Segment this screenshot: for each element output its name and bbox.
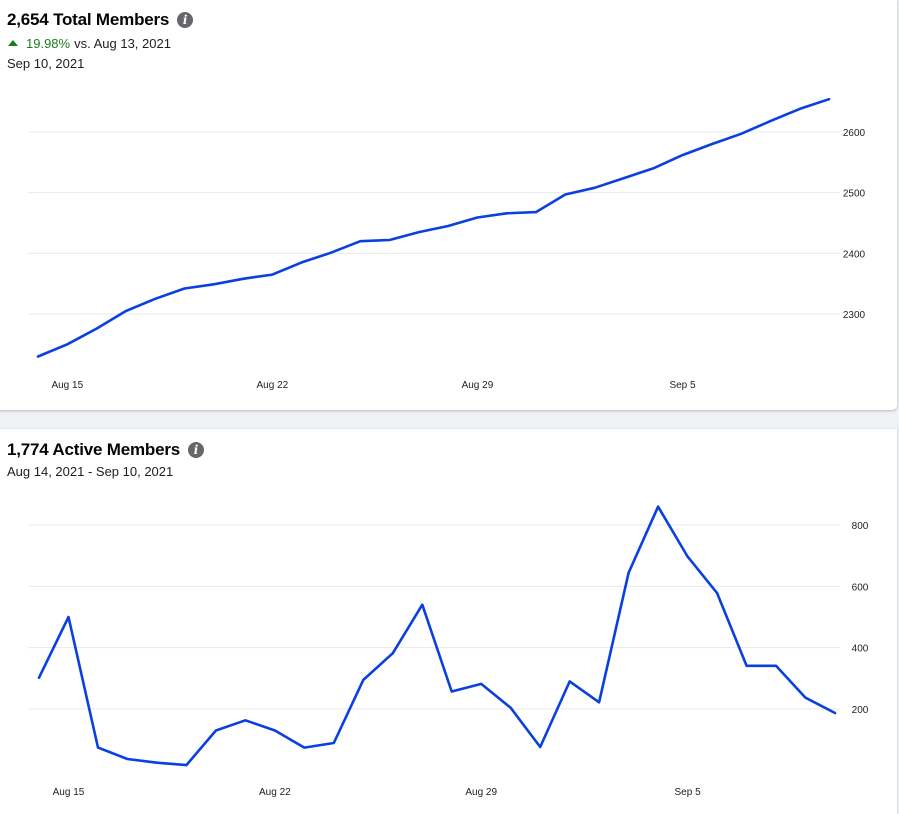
data-point[interactable] bbox=[648, 163, 658, 173]
data-point[interactable] bbox=[624, 568, 634, 578]
data-point[interactable] bbox=[355, 236, 365, 246]
active-members-title: 1,774 Active Members bbox=[7, 440, 181, 459]
data-point[interactable] bbox=[476, 679, 486, 689]
info-icon[interactable]: i bbox=[188, 442, 205, 458]
x-tick-label: Aug 29 bbox=[462, 380, 494, 391]
x-tick-label: Aug 29 bbox=[465, 787, 497, 798]
data-point[interactable] bbox=[535, 742, 545, 752]
data-point[interactable] bbox=[388, 648, 398, 658]
data-point[interactable] bbox=[830, 708, 840, 718]
y-tick-label: 200 bbox=[852, 705, 869, 716]
change-percent: 19.98% bbox=[26, 36, 71, 51]
y-tick-label: 2300 bbox=[843, 310, 866, 321]
total-members-chart: 2300 2400 2500 2600 Aug 15 Aug 22 Aug 29 Sep 5 bbox=[28, 94, 866, 391]
total-members-header: 2,654 Total Members i bbox=[7, 10, 194, 30]
data-point[interactable] bbox=[417, 600, 427, 610]
series-line bbox=[36, 97, 831, 358]
data-point[interactable] bbox=[62, 339, 72, 349]
change-indicator: 19.98% vs. Aug 13, 2021 bbox=[7, 36, 171, 51]
data-point[interactable] bbox=[209, 279, 219, 289]
data-point[interactable] bbox=[238, 274, 248, 284]
x-tick-label: Sep 5 bbox=[669, 380, 696, 391]
data-point[interactable] bbox=[771, 661, 781, 671]
data-point[interactable] bbox=[150, 294, 160, 304]
data-point[interactable] bbox=[267, 270, 277, 280]
data-point[interactable] bbox=[297, 257, 307, 267]
x-tick-label: Aug 22 bbox=[259, 787, 291, 798]
data-point[interactable] bbox=[683, 552, 693, 562]
data-point[interactable] bbox=[414, 227, 424, 237]
data-point[interactable] bbox=[447, 687, 457, 697]
data-point[interactable] bbox=[181, 760, 191, 770]
x-tick-label: Aug 15 bbox=[53, 787, 85, 798]
data-point[interactable] bbox=[712, 588, 722, 598]
data-point[interactable] bbox=[385, 235, 395, 245]
active-members-header: 1,774 Active Members i bbox=[7, 440, 205, 460]
data-point[interactable] bbox=[122, 754, 132, 764]
y-tick-label: 400 bbox=[852, 644, 869, 655]
data-point[interactable] bbox=[358, 675, 368, 685]
data-point[interactable] bbox=[326, 248, 336, 258]
data-point[interactable] bbox=[531, 207, 541, 217]
change-comparison: vs. Aug 13, 2021 bbox=[74, 36, 171, 51]
y-tick-label: 2600 bbox=[843, 128, 866, 139]
data-point[interactable] bbox=[33, 351, 43, 361]
total-members-date: Sep 10, 2021 bbox=[7, 56, 85, 71]
up-arrow-icon bbox=[8, 39, 18, 46]
data-point[interactable] bbox=[121, 306, 131, 316]
data-point[interactable] bbox=[240, 715, 250, 725]
data-point[interactable] bbox=[824, 94, 834, 104]
data-point[interactable] bbox=[653, 502, 663, 512]
y-tick-label: 2500 bbox=[843, 189, 866, 200]
data-point[interactable] bbox=[742, 661, 752, 671]
data-point[interactable] bbox=[270, 725, 280, 735]
data-point[interactable] bbox=[299, 743, 309, 753]
data-point[interactable] bbox=[506, 703, 516, 713]
data-point[interactable] bbox=[594, 697, 604, 707]
data-point[interactable] bbox=[590, 183, 600, 193]
data-point[interactable] bbox=[92, 324, 102, 334]
series-line bbox=[37, 505, 837, 767]
data-point[interactable] bbox=[707, 139, 717, 149]
data-point[interactable] bbox=[34, 673, 44, 683]
data-point[interactable] bbox=[565, 676, 575, 686]
data-point[interactable] bbox=[443, 221, 453, 231]
data-point[interactable] bbox=[502, 208, 512, 218]
info-icon[interactable]: i bbox=[177, 12, 194, 28]
y-tick-label: 800 bbox=[852, 521, 869, 532]
data-point[interactable] bbox=[801, 693, 811, 703]
data-point[interactable] bbox=[93, 743, 103, 753]
active-members-date: Aug 14, 2021 - Sep 10, 2021 bbox=[7, 464, 174, 479]
x-tick-label: Sep 5 bbox=[675, 787, 702, 798]
y-tick-label: 2400 bbox=[843, 249, 866, 260]
data-point[interactable] bbox=[179, 284, 189, 294]
y-tick-label: 600 bbox=[852, 582, 869, 593]
data-point[interactable] bbox=[211, 725, 221, 735]
data-point[interactable] bbox=[765, 116, 775, 126]
data-point[interactable] bbox=[678, 150, 688, 160]
data-point[interactable] bbox=[152, 758, 162, 768]
x-tick-label: Aug 22 bbox=[257, 380, 289, 391]
active-members-card: 1,774 Active Members i Aug 14, 2021 - Se… bbox=[0, 428, 898, 814]
active-members-chart: 200 400 600 800 Aug 15 Aug 22 Aug 29 Sep 5 bbox=[28, 502, 869, 798]
data-point[interactable] bbox=[795, 104, 805, 114]
data-point[interactable] bbox=[560, 189, 570, 199]
data-point[interactable] bbox=[619, 173, 629, 183]
total-members-title: 2,654 Total Members bbox=[7, 10, 170, 29]
x-tick-label: Aug 15 bbox=[51, 380, 83, 391]
data-point[interactable] bbox=[472, 213, 482, 223]
total-members-card: 2,654 Total Members i 19.98% vs. Aug 13,… bbox=[0, 0, 898, 411]
data-point[interactable] bbox=[63, 612, 73, 622]
data-point[interactable] bbox=[329, 738, 339, 748]
data-point[interactable] bbox=[736, 129, 746, 139]
